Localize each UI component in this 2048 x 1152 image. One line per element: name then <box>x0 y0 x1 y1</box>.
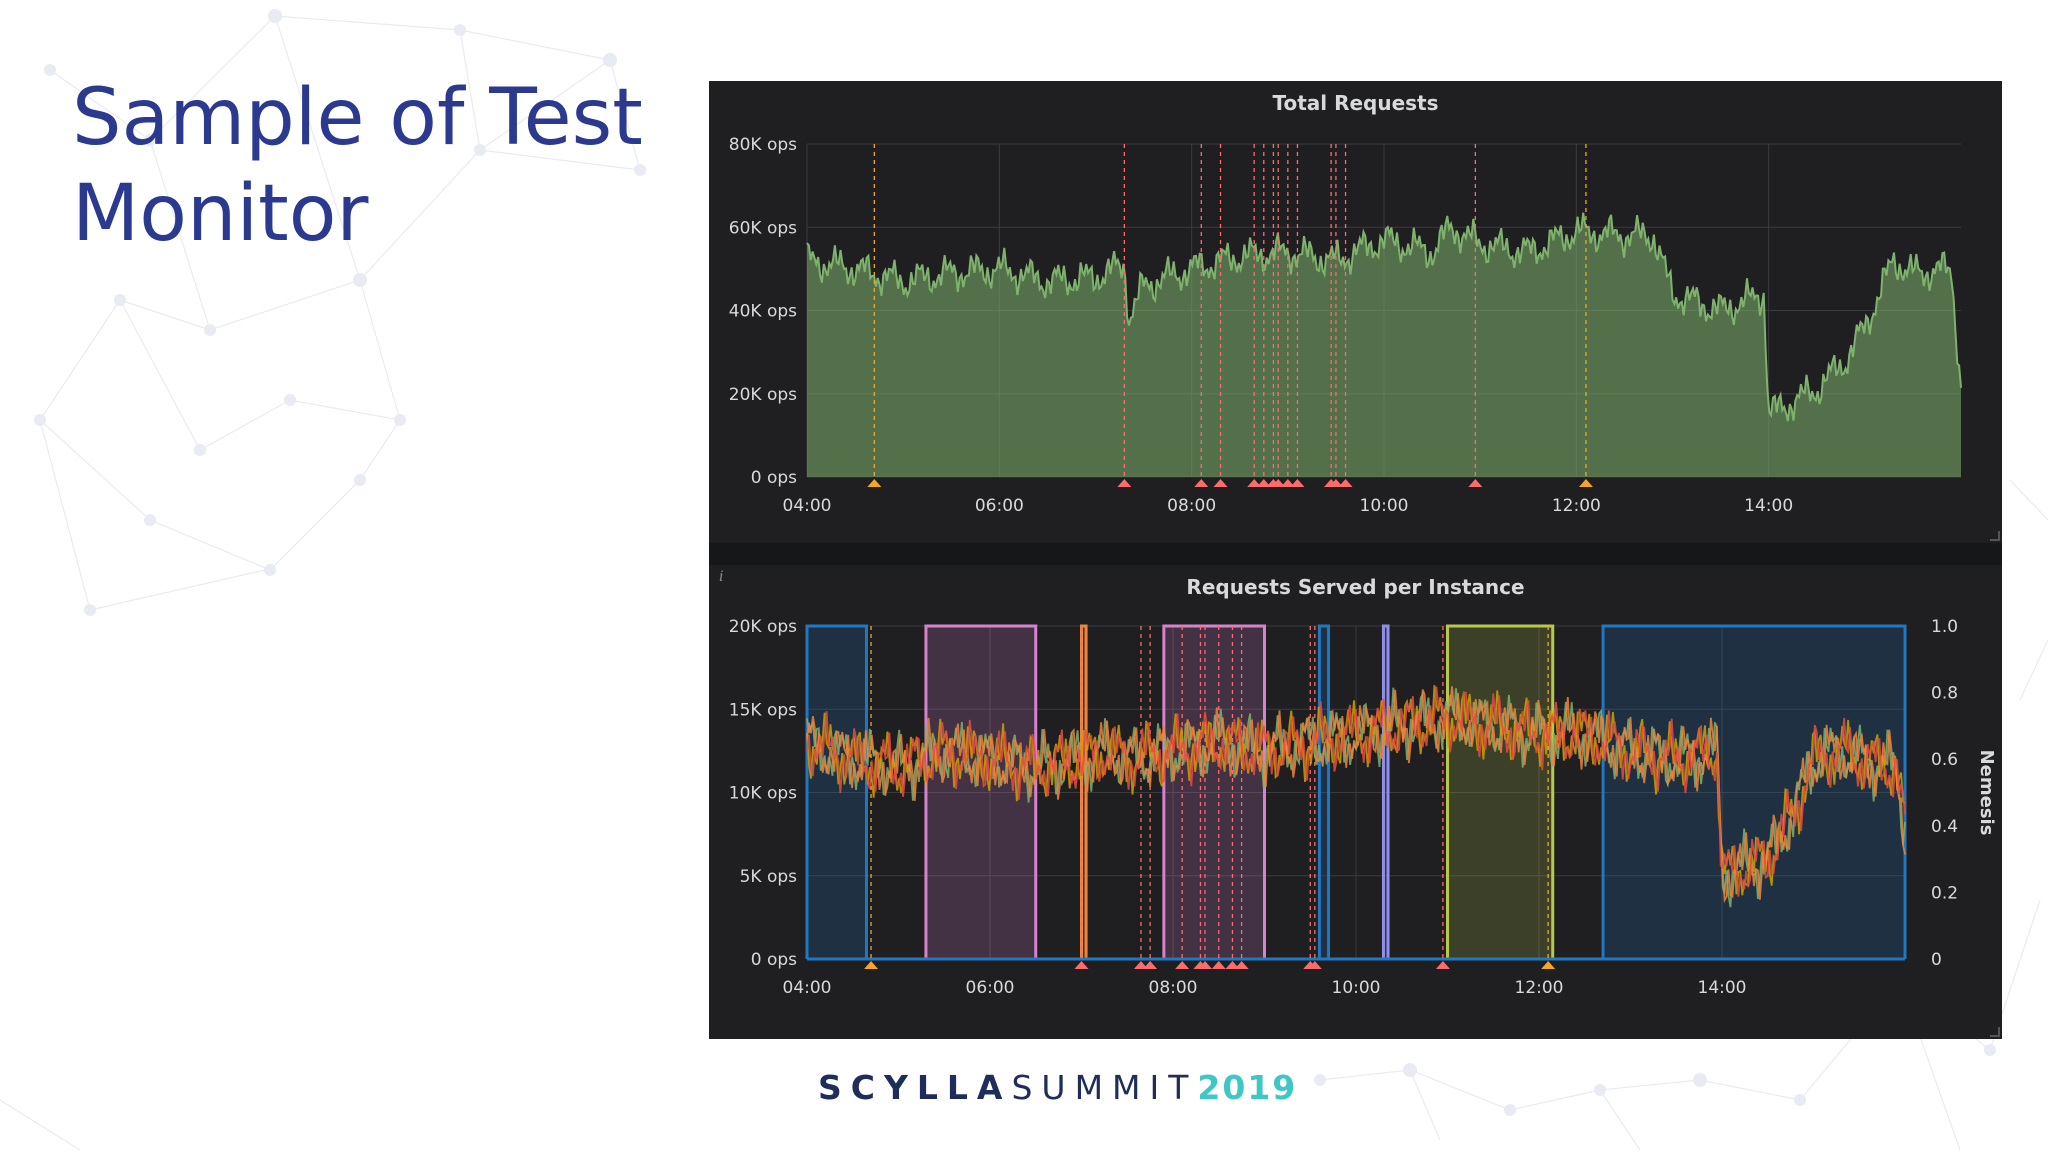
x-tick-label: 08:00 <box>1149 978 1198 998</box>
total-requests-line <box>806 212 1962 422</box>
nemesis-line <box>1381 624 1390 959</box>
total-requests-panel: Total Requests 0 ops 20K ops 40K ops 60K op… <box>709 81 2002 543</box>
panel-title[interactable]: Requests Served per Instance <box>1186 575 1525 599</box>
y2-tick-label: 0.4 <box>1931 817 1958 837</box>
event-marker <box>1328 479 1343 487</box>
y-tick-label: 15K ops <box>729 700 797 720</box>
x-tick-label: 10:00 <box>1332 978 1381 998</box>
event-marker <box>1143 961 1158 969</box>
x-tick-label: 12:00 <box>1552 496 1601 516</box>
x-tick-label: 04:00 <box>783 978 832 998</box>
total-requests-area <box>807 212 1961 478</box>
slide-title-line-2: Monitor <box>72 169 369 259</box>
nemesis-band <box>1319 626 1329 959</box>
nemesis-line <box>1446 624 1555 959</box>
event-marker <box>1435 961 1450 969</box>
y-tick-label: 20K ops <box>729 385 797 405</box>
event-marker <box>1307 961 1322 969</box>
instance-series-line <box>806 686 1906 904</box>
y-tick-label: 80K ops <box>729 135 797 155</box>
event-marker <box>1271 479 1286 487</box>
resize-handle-icon[interactable] <box>1990 531 2000 541</box>
grafana-dashboard: Total Requests 0 ops 20K ops 40K ops 60K op… <box>709 81 2002 1039</box>
event-marker <box>1194 479 1209 487</box>
event-marker <box>1175 961 1190 969</box>
nemesis-band <box>1163 626 1265 959</box>
y2-tick-label: 1.0 <box>1931 617 1958 637</box>
y2-axis-label: Nemesis <box>1976 750 1997 836</box>
nemesis-band <box>1383 626 1389 959</box>
x-tick-label: 12:00 <box>1515 978 1564 998</box>
y-tick-label: 20K ops <box>729 617 797 637</box>
event-marker <box>1117 479 1132 487</box>
footer-logo: SCYLLASUMMIT2019 <box>818 1068 1297 1107</box>
y2-tick-label: 0.6 <box>1931 750 1958 770</box>
x-tick-label: 14:00 <box>1744 496 1793 516</box>
y2-tick-label: 0 <box>1931 950 1942 970</box>
event-marker <box>1211 961 1226 969</box>
nemesis-line <box>1080 624 1088 959</box>
requests-per-instance-chart: 0 ops 5K ops 10K ops 15K ops 20K ops 0 0.2 0.4 0… <box>729 617 1997 998</box>
event-marker <box>1256 479 1271 487</box>
event-marker <box>1213 479 1228 487</box>
nemesis-line <box>805 624 868 959</box>
x-tick-label: 04:00 <box>783 496 832 516</box>
event-marker <box>1247 479 1262 487</box>
nemesis-band <box>1603 626 1905 959</box>
y2-tick-label: 0.2 <box>1931 883 1958 903</box>
nemesis-line <box>924 624 1038 959</box>
y2-tick-label: 0.8 <box>1931 684 1958 704</box>
slide-title-line-1: Sample of Test <box>72 73 643 163</box>
x-tick-label: 10:00 <box>1360 496 1409 516</box>
y-tick-label: 0 ops <box>751 950 797 970</box>
event-marker <box>1280 479 1295 487</box>
nemesis-band <box>1447 626 1553 959</box>
event-marker <box>1468 479 1483 487</box>
nemesis-line <box>1162 624 1266 959</box>
footer-year: 2019 <box>1197 1068 1298 1107</box>
event-marker <box>1234 961 1249 969</box>
nemesis-line <box>1317 624 1331 959</box>
nemesis-band <box>1081 626 1087 959</box>
event-marker <box>1198 961 1213 969</box>
event-marker <box>1290 479 1305 487</box>
event-marker <box>1074 961 1089 969</box>
y-tick-label: 5K ops <box>740 867 798 887</box>
event-marker <box>1578 479 1593 487</box>
footer-brand: SCYLLA <box>818 1068 1012 1107</box>
x-tick-label: 14:00 <box>1698 978 1747 998</box>
y-tick-label: 10K ops <box>729 784 797 804</box>
y-tick-label: 60K ops <box>729 218 797 238</box>
total-requests-chart: 0 ops 20K ops 40K ops 60K ops 80K ops 04:00 06… <box>729 135 1962 516</box>
info-icon[interactable]: i <box>719 569 724 585</box>
event-marker <box>864 961 879 969</box>
slide-title: Sample of Test Monitor <box>72 70 712 262</box>
event-marker <box>1225 961 1240 969</box>
x-tick-label: 08:00 <box>1167 496 1216 516</box>
x-tick-label: 06:00 <box>966 978 1015 998</box>
event-marker <box>1133 961 1148 969</box>
nemesis-line <box>1601 624 1907 959</box>
instance-series-line <box>806 686 1906 897</box>
event-marker <box>1338 479 1353 487</box>
x-tick-label: 06:00 <box>975 496 1024 516</box>
y-tick-label: 40K ops <box>729 302 797 322</box>
event-marker <box>1541 961 1556 969</box>
nemesis-band <box>807 626 867 959</box>
y-tick-label: 0 ops <box>751 468 797 488</box>
requests-served-per-instance-panel: i Requests Served per Instance 0 ops 5K o… <box>709 565 2002 1039</box>
footer-event: SUMMIT <box>1011 1068 1198 1107</box>
event-marker <box>867 479 882 487</box>
panel-title[interactable]: Total Requests <box>1272 91 1439 115</box>
resize-handle-icon[interactable] <box>1990 1027 2000 1037</box>
